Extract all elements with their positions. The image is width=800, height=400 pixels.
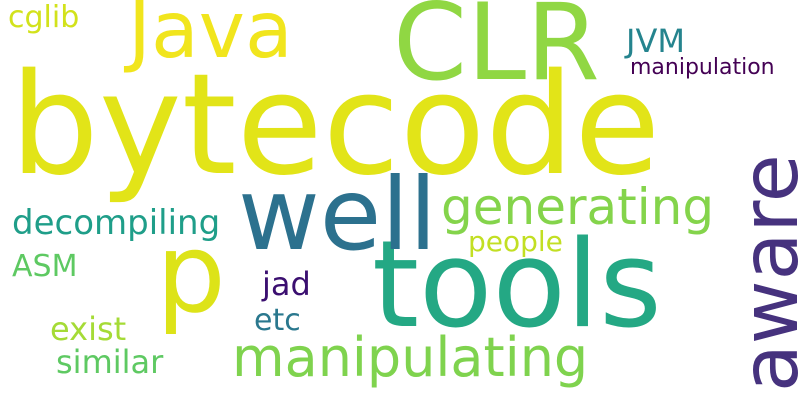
word-aware: aware xyxy=(726,154,800,392)
word-java: Java xyxy=(128,0,293,76)
word-generating: generating xyxy=(441,178,715,236)
word-well: well xyxy=(238,156,437,273)
word-manipulating: manipulating xyxy=(232,326,589,389)
word-cglib: cglib xyxy=(8,0,80,35)
word-exist: exist xyxy=(50,310,127,348)
word-jad: jad xyxy=(262,265,311,303)
word-clr: CLR xyxy=(393,0,600,104)
word-decompiling: decompiling xyxy=(12,203,221,243)
word-similar: similar xyxy=(56,343,164,381)
word-jvm: JVM xyxy=(626,22,685,60)
word-people: people xyxy=(468,225,563,258)
word-tools: tools xyxy=(372,216,662,355)
word-p: p xyxy=(156,209,226,337)
word-etc: etc xyxy=(254,303,301,338)
word-bytecode: bytecode xyxy=(10,44,661,207)
word-manipulation: manipulation xyxy=(630,55,775,80)
word-asm: ASM xyxy=(12,249,78,284)
